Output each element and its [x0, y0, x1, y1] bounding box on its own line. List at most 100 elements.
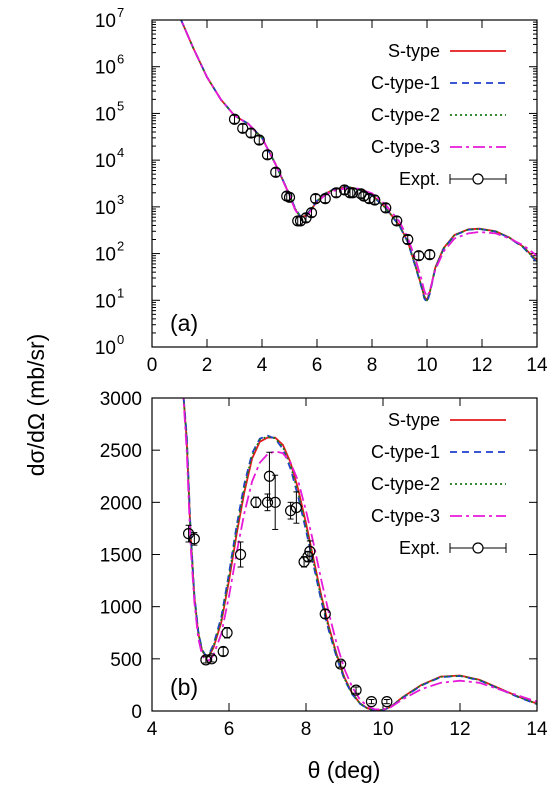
expt-point [355, 188, 367, 200]
x-tick-label: 6 [224, 719, 235, 740]
expt-point [335, 658, 347, 670]
series-line-s-type [182, 398, 537, 711]
legend-label: C-type-2 [371, 105, 440, 125]
expt-point [319, 608, 331, 620]
plot-frame [151, 397, 538, 712]
legend-label: C-type-2 [371, 474, 440, 494]
series-line-c-type-3 [182, 398, 537, 711]
x-tick-label: 8 [301, 719, 312, 740]
series-line-c-type-2 [180, 20, 537, 302]
expt-point [261, 496, 274, 508]
expt-point [290, 501, 302, 514]
y-tick-label: 10 [95, 291, 116, 312]
y-tick-label: 1000 [100, 598, 142, 619]
panel-label: (a) [170, 310, 198, 336]
y-tick-exponent: 2 [117, 239, 124, 254]
y-tick-label: 500 [110, 650, 142, 671]
y-tick-exponent: 3 [117, 192, 124, 207]
x-tick-label: 2 [202, 355, 213, 376]
legend-label: S-type [388, 410, 440, 430]
y-tick-exponent: 7 [117, 5, 124, 20]
expt-point [347, 187, 359, 199]
y-tick-label: 2000 [100, 493, 142, 514]
x-tick-label: 14 [526, 719, 548, 740]
legend-label: C-type-1 [371, 442, 440, 462]
expt-point [237, 122, 249, 134]
y-tick-exponent: 0 [117, 332, 124, 347]
expt-point [305, 207, 318, 219]
series-line-c-type-2 [182, 398, 537, 711]
expt-point [269, 496, 281, 508]
plot-frame [151, 19, 538, 348]
expt-point [200, 654, 212, 666]
y-tick-label: 2500 [100, 441, 142, 462]
legend-label: C-type-3 [371, 506, 440, 526]
expt-point [330, 187, 342, 199]
expt-point [234, 548, 247, 561]
y-tick-exponent: 4 [117, 145, 124, 160]
expt-point [402, 233, 414, 246]
legend-label: C-type-1 [371, 73, 440, 93]
y-tick-exponent: 1 [117, 285, 124, 300]
x-tick-label: 12 [471, 355, 492, 376]
panel-label: (b) [170, 674, 198, 700]
y-tick-label: 3000 [100, 389, 142, 410]
expt-point [304, 545, 316, 557]
legend-label: S-type [388, 41, 440, 61]
y-tick-label: 0 [131, 702, 142, 723]
y-axis-label: dσ/dΩ (mb/sr) [23, 334, 49, 477]
expt-point [369, 194, 381, 206]
series-group [180, 20, 537, 304]
expt-point [319, 193, 331, 205]
panel-b: 4 6 8 10 12 14 0 500 1000 1500 2000 2500 3000 S-type C… [100, 389, 548, 740]
y-tick-label: 10 [95, 104, 116, 125]
expt-point [206, 653, 218, 665]
y-tick-label: 10 [95, 11, 116, 32]
expt-point [270, 166, 282, 178]
x-tick-label: 0 [147, 355, 158, 376]
expt-point [253, 134, 265, 146]
x-tick-label: 6 [312, 355, 323, 376]
expt-point [283, 191, 296, 203]
legend-swatch-point [472, 173, 484, 185]
expt-point [217, 645, 229, 658]
expt-point [228, 113, 241, 125]
expt-point [344, 187, 356, 199]
expt-point [285, 505, 297, 517]
x-tick-label: 10 [372, 719, 393, 740]
expt-point [391, 215, 403, 227]
x-tick-label: 8 [367, 355, 378, 376]
legend-label: Expt. [399, 169, 440, 189]
y-tick-label: 1500 [100, 546, 142, 567]
y-tick-label: 10 [95, 338, 116, 359]
series-line-s-type [180, 20, 537, 302]
y-tick-exponent: 6 [117, 52, 124, 67]
x-axis-label: θ (deg) [308, 757, 381, 783]
series-line-c-type-3 [180, 20, 537, 298]
legend-label: C-type-3 [371, 137, 440, 157]
expt-point [424, 249, 436, 261]
expt-point [261, 149, 274, 161]
expt-point [381, 696, 393, 708]
series-line-c-type-1 [182, 398, 537, 711]
expt-point [245, 127, 257, 139]
expt-point [350, 684, 362, 696]
x-tick-label: 4 [147, 719, 158, 740]
x-tick-label: 10 [416, 355, 437, 376]
expt-point [365, 696, 378, 708]
y-tick-label: 10 [95, 151, 116, 172]
expt-point [221, 627, 233, 639]
expt-point [250, 496, 262, 508]
expt-point [263, 470, 276, 482]
y-tick-label: 10 [95, 198, 116, 219]
y-tick-exponent: 5 [117, 98, 124, 113]
expt-point [380, 202, 392, 214]
legend-swatch-point [472, 542, 484, 554]
y-tick-label: 10 [95, 245, 116, 266]
y-tick-label: 10 [95, 58, 116, 79]
series-line-c-type-1 [180, 20, 537, 304]
x-tick-label: 4 [257, 355, 268, 376]
expt-point [413, 250, 425, 262]
